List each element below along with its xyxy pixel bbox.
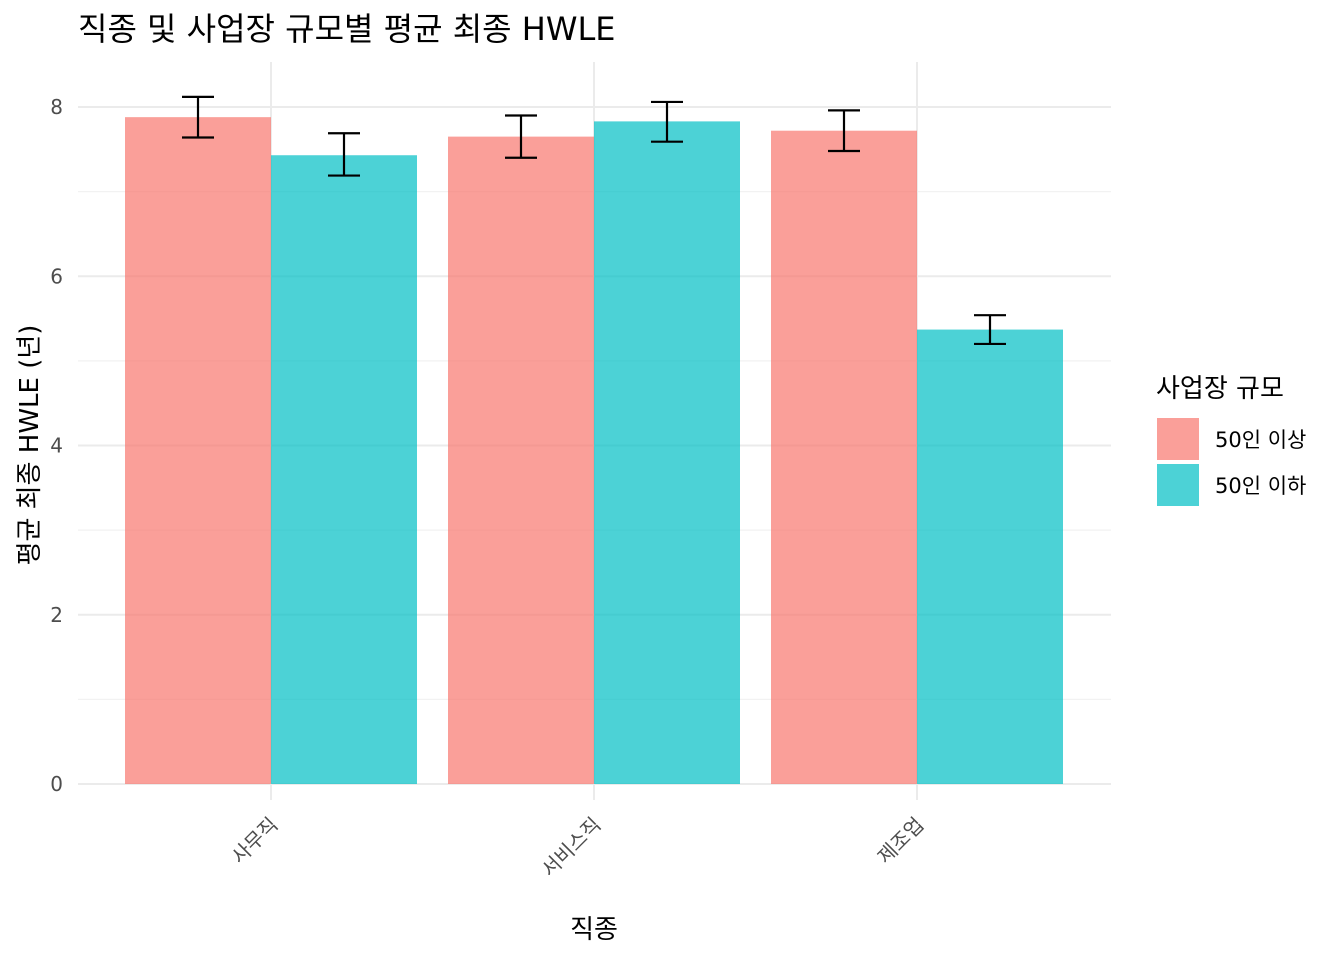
error-bars [182, 95, 1006, 346]
y-tick-label: 8 [50, 95, 63, 119]
x-axis-title: 직종 [570, 915, 618, 945]
error-bar [505, 114, 537, 159]
legend-key [1157, 464, 1199, 506]
error-bar [328, 132, 360, 177]
legend-label: 50인 이하 [1215, 474, 1306, 498]
y-tick-label: 2 [50, 603, 63, 627]
bar-서비스직-50인 이상 [448, 136, 594, 784]
error-bar [651, 100, 683, 143]
bars [125, 117, 1063, 785]
error-bar [828, 109, 860, 153]
error-bar [974, 314, 1006, 346]
y-tick-label: 0 [50, 772, 63, 796]
y-tick-label: 4 [50, 434, 63, 458]
bar-사무직-50인 이상 [125, 117, 271, 784]
x-tick-label: 서비스직 [537, 813, 606, 882]
legend-label: 50인 이상 [1215, 428, 1306, 452]
legend: 사업장 규모 50인 이상 50인 이하 [1156, 374, 1306, 506]
y-axis-title: 평균 최종 HWLE (년) [15, 325, 45, 566]
y-axis-ticks: 0 2 4 6 8 [50, 95, 63, 796]
chart-title: 직종 및 사업장 규모별 평균 최종 HWLE [78, 10, 616, 48]
bar-사무직-50인 이하 [271, 155, 417, 784]
y-tick-label: 6 [50, 264, 63, 288]
legend-title: 사업장 규모 [1156, 374, 1284, 404]
x-tick-label: 사무직 [227, 813, 283, 869]
bar-서비스직-50인 이하 [594, 121, 740, 785]
legend-key [1157, 418, 1199, 460]
error-bar [182, 95, 214, 139]
x-tick-label: 제조업 [873, 813, 929, 869]
bar-제조업-50인 이하 [917, 329, 1063, 784]
bar-제조업-50인 이상 [771, 130, 917, 784]
x-axis-ticks: 사무직 서비스직 제조업 [227, 813, 929, 882]
